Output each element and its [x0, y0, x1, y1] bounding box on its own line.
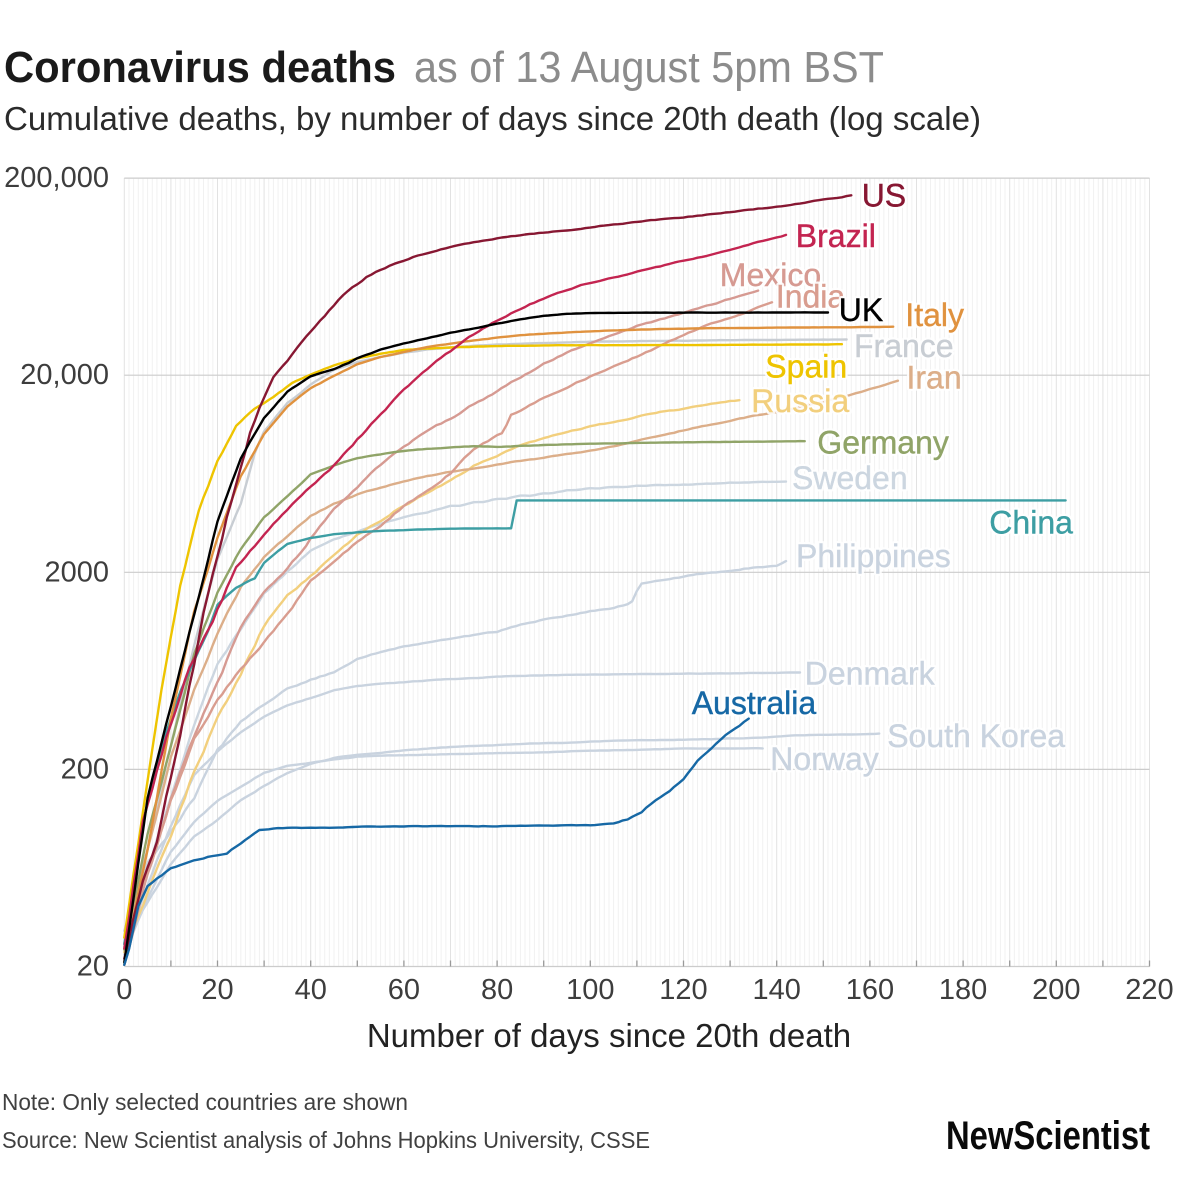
- svg-text:UK: UK: [839, 292, 883, 328]
- svg-text:Australia: Australia: [692, 685, 817, 721]
- svg-text:Iran: Iran: [907, 360, 962, 396]
- svg-text:Italy: Italy: [905, 297, 964, 333]
- svg-text:Mexico: Mexico: [720, 257, 821, 293]
- svg-text:140: 140: [753, 974, 801, 1006]
- svg-text:180: 180: [939, 974, 987, 1006]
- svg-text:2000: 2000: [44, 556, 109, 588]
- svg-text:France: France: [854, 328, 954, 364]
- svg-text:220: 220: [1125, 974, 1173, 1006]
- svg-text:Sweden: Sweden: [792, 460, 908, 496]
- svg-text:0: 0: [116, 974, 132, 1006]
- svg-text:Number of days since 20th deat: Number of days since 20th death: [367, 1017, 851, 1054]
- svg-text:80: 80: [481, 974, 513, 1006]
- svg-text:100: 100: [566, 974, 614, 1006]
- svg-text:US: US: [862, 178, 906, 214]
- svg-text:Spain: Spain: [765, 349, 847, 385]
- svg-text:France: France: [854, 328, 954, 364]
- svg-text:NewScientist: NewScientist: [946, 1114, 1150, 1158]
- svg-text:Source: New Scientist analysis: Source: New Scientist analysis of Johns …: [2, 1127, 650, 1153]
- svg-text:South Korea: South Korea: [887, 718, 1065, 754]
- svg-text:20,000: 20,000: [20, 359, 109, 391]
- svg-text:Russia: Russia: [751, 383, 849, 419]
- svg-text:China: China: [989, 505, 1073, 541]
- svg-text:India: India: [776, 279, 846, 315]
- svg-text:120: 120: [659, 974, 707, 1006]
- svg-text:200,000: 200,000: [4, 162, 109, 194]
- svg-text:Norway: Norway: [770, 741, 878, 777]
- svg-text:60: 60: [388, 974, 420, 1006]
- svg-text:Spain: Spain: [765, 349, 847, 385]
- svg-text:Australia: Australia: [692, 685, 817, 721]
- svg-text:20: 20: [201, 974, 233, 1006]
- svg-text:Mexico: Mexico: [720, 257, 821, 293]
- svg-text:UK: UK: [839, 292, 883, 328]
- svg-text:Norway: Norway: [770, 741, 878, 777]
- svg-text:200: 200: [1032, 974, 1080, 1006]
- svg-text:Philippines: Philippines: [796, 538, 951, 574]
- svg-text:200: 200: [61, 753, 109, 785]
- svg-text:Germany: Germany: [817, 425, 949, 461]
- svg-text:US: US: [862, 178, 906, 214]
- svg-text:Iran: Iran: [907, 360, 962, 396]
- svg-text:Coronavirus deaths: Coronavirus deaths: [4, 43, 396, 92]
- svg-text:Philippines: Philippines: [796, 538, 951, 574]
- svg-text:Cumulative deaths, by number o: Cumulative deaths, by number of days sin…: [4, 100, 981, 137]
- svg-text:as of 13 August 5pm BST: as of 13 August 5pm BST: [414, 43, 884, 92]
- svg-text:Germany: Germany: [817, 425, 949, 461]
- svg-text:Russia: Russia: [751, 383, 849, 419]
- svg-text:160: 160: [846, 974, 894, 1006]
- svg-text:Note: Only selected countries: Note: Only selected countries are shown: [2, 1089, 408, 1115]
- svg-text:Sweden: Sweden: [792, 460, 908, 496]
- svg-text:40: 40: [295, 974, 327, 1006]
- svg-text:20: 20: [77, 951, 109, 983]
- svg-text:Brazil: Brazil: [796, 218, 876, 254]
- svg-text:South Korea: South Korea: [887, 718, 1065, 754]
- svg-text:Denmark: Denmark: [805, 656, 936, 692]
- svg-text:Italy: Italy: [905, 297, 964, 333]
- svg-text:China: China: [989, 505, 1073, 541]
- svg-text:India: India: [776, 279, 846, 315]
- svg-text:Denmark: Denmark: [805, 656, 936, 692]
- svg-text:Brazil: Brazil: [796, 218, 876, 254]
